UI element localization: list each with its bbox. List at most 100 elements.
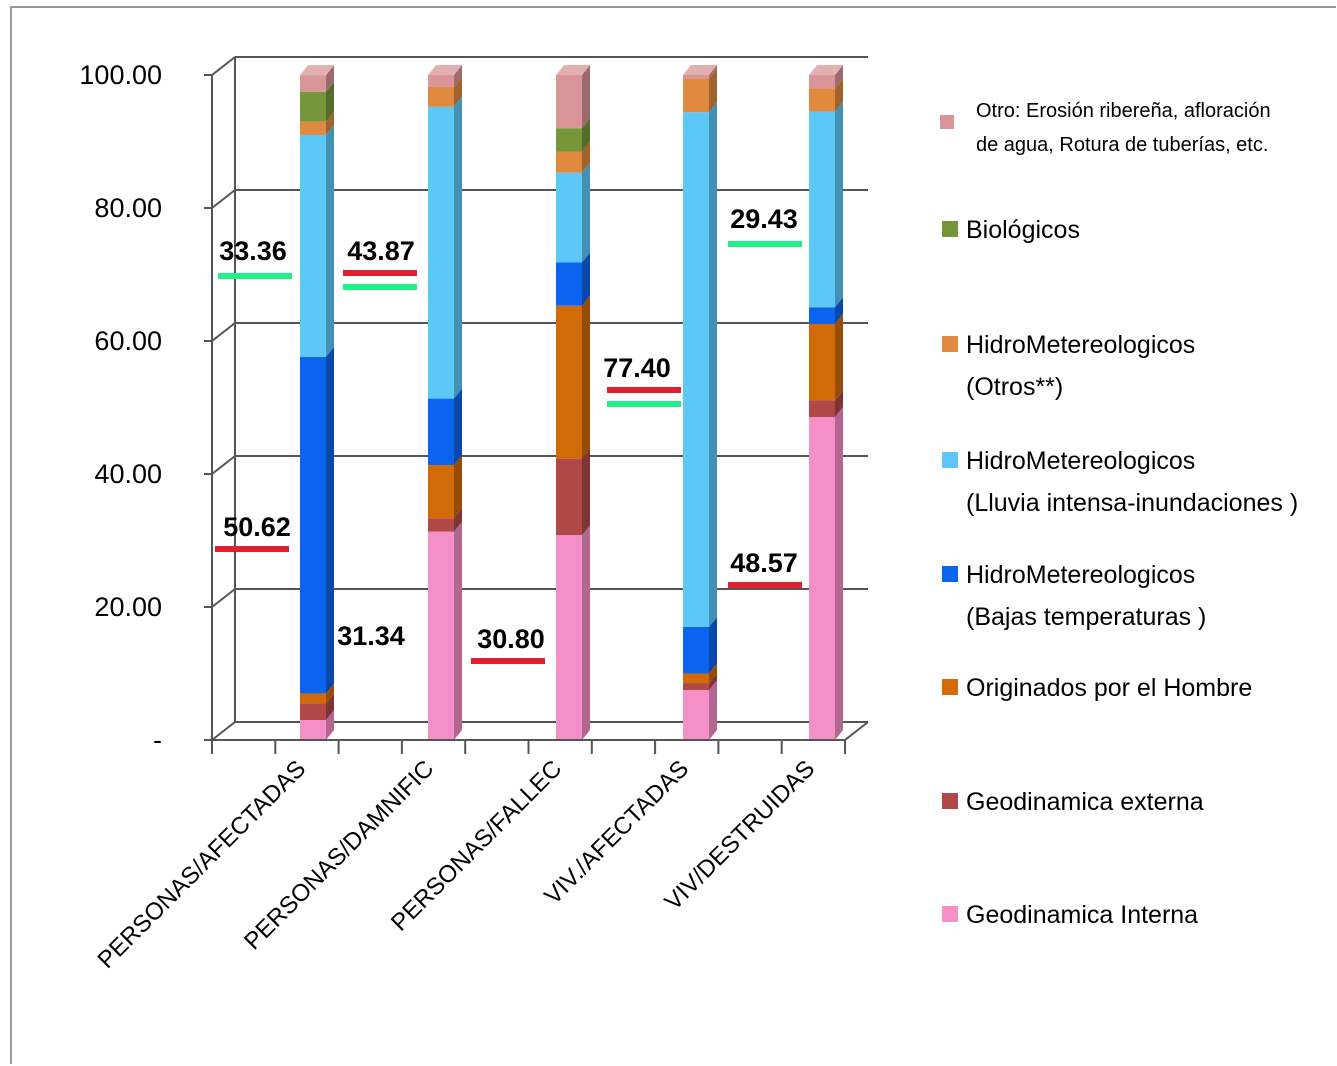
bar-segment [683,112,709,627]
bar-segment-side [835,297,843,324]
grid-depth-line [211,721,236,741]
bar-segment [300,75,326,92]
bar-segment [300,693,326,704]
bar-segment-side [582,162,590,263]
bar-segment-top [809,65,843,75]
annotation-label: 30.80 [477,624,545,654]
legend-swatch [942,793,958,809]
y-tick-label: 100.00 [79,60,162,90]
legend-label: (Bajas temperaturas ) [966,603,1206,631]
bar-segment [683,690,709,740]
bar-segment-side [582,525,590,740]
bar-segment [683,75,709,79]
bar-segment [428,106,454,399]
bar-segment [428,75,454,87]
bar-segment-side [326,81,334,122]
bar-segment-side [582,252,590,306]
bar-segment [300,134,326,357]
bar-segment [556,128,582,152]
chart-frame [10,6,1336,1064]
bar-segment-side [835,65,843,89]
grid-depth-line [211,322,236,342]
legend-label: de agua, Rotura de tuberías, etc. [976,134,1268,156]
bar-segment-side [835,78,843,112]
bar-segment-top [428,65,462,75]
bar-segment-side [326,346,334,694]
legend-label: HidroMetereologicos [966,447,1195,475]
legend-swatch [942,679,958,695]
bar-segment [556,262,582,306]
annotation-underline-green [343,284,417,290]
bar-segment [556,172,582,263]
bar-segment-side [326,693,334,721]
bar-segment [683,626,709,674]
bar-segment [300,356,326,694]
annotation-label: 43.87 [347,236,415,266]
bar-segment-side [582,295,590,459]
legend-swatch [942,566,958,582]
bar-segment-side [582,141,590,173]
annotation-underline-green [728,241,802,247]
bar-segment [809,400,835,418]
legend-label: (Lluvia intensa-inundaciones ) [966,489,1298,517]
bar-segment-side [835,313,843,401]
bar-segment-side [326,124,334,357]
legend-label: Originados por el Hombre [966,674,1252,702]
grid-depth-line [211,455,236,475]
bar-segment-side [582,118,590,152]
bar-segment-side [709,680,717,740]
x-axis-depth [844,721,869,741]
annotation-label: 77.40 [603,353,671,383]
annotation-underline-red [728,582,802,588]
bar-segment-side [709,663,717,684]
bar-segment-side [326,683,334,704]
bar-segment [556,458,582,536]
bar-segment [428,86,454,107]
legend-label: Otro: Erosión ribereña, afloración [976,100,1271,122]
legend-swatch [942,336,958,352]
bar-segment [809,323,835,401]
bar-segment-side [835,407,843,740]
bar-segment [300,91,326,122]
annotations: 33.36 43.87 77.40 29.43 50.62 31.34 30.80 48.57 [215,204,802,664]
bar-segment-side [326,111,334,135]
y-tick-label: 20.00 [94,592,162,622]
legend: Otro: Erosión ribereña, afloración de agu… [940,100,1298,929]
bars [300,65,843,740]
annotation-label: 48.57 [730,548,798,578]
bar-segment-side [582,65,590,129]
annotation-label: 29.43 [730,204,798,234]
annotation-underline-red [215,546,289,552]
annotation-underline-red [471,658,545,664]
bar-segment [428,465,454,519]
bar-segment [428,398,454,466]
legend-swatch [942,906,958,922]
bar-segment-top [300,65,334,76]
axes: - 20.00 40.00 60.00 80.00 100.00 PERSONAS/AFEC… [79,57,869,974]
bar-segment [556,535,582,740]
bar-segment [556,305,582,459]
legend-swatch [940,115,954,129]
y-tick-label: 40.00 [94,459,162,489]
bar-segment [683,683,709,691]
legend-label: Geodinamica externa [966,788,1204,816]
bar-segment-side [326,65,334,92]
bar-segment-side [454,96,462,399]
bar-segment-side [709,673,717,691]
bar-segment-side [326,710,334,740]
annotation-underline-green [218,273,292,279]
bar-segment-side [709,65,717,79]
bar-segment-side [454,65,462,87]
grid-depth-line [211,56,236,76]
bar-segment [809,307,835,324]
bar-segment-side [454,76,462,107]
bar-segment [809,75,835,89]
bar-segment [300,720,326,740]
bar-segment-side [454,388,462,466]
bar-segment-top [556,65,590,75]
bar-segment-side [454,521,462,740]
bar-segment-side [709,102,717,627]
legend-label: Geodinamica Interna [966,901,1198,929]
bar-segment-side [709,616,717,674]
grid-depth-line [211,588,236,608]
